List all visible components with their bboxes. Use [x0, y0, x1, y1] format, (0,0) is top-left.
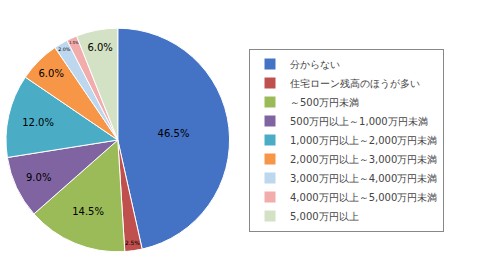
svg-text:2.5%: 2.5%	[125, 240, 140, 246]
svg-text:～500万円未満: ～500万円未満	[290, 97, 359, 108]
svg-text:6.0%: 6.0%	[39, 68, 64, 79]
svg-text:6.0%: 6.0%	[87, 42, 112, 53]
svg-text:12.0%: 12.0%	[22, 117, 54, 128]
svg-text:2,000万円以上～3,000万円未満: 2,000万円以上～3,000万円未満	[290, 154, 437, 165]
svg-text:住宅ローン残高のほうが多い: 住宅ローン残高のほうが多い	[290, 78, 420, 89]
svg-text:2.0%: 2.0%	[58, 47, 71, 52]
svg-text:46.5%: 46.5%	[158, 128, 190, 139]
svg-text:分からない: 分からない	[290, 59, 340, 70]
svg-text:4,000万円以上～5,000万円未満: 4,000万円以上～5,000万円未満	[290, 192, 437, 203]
svg-text:1.5%: 1.5%	[69, 41, 79, 45]
svg-text:3,000万円以上～4,000万円未満: 3,000万円以上～4,000万円未満	[290, 173, 437, 184]
svg-text:500万円以上～1,000万円未満: 500万円以上～1,000万円未満	[290, 116, 428, 127]
svg-text:5,000万円以上: 5,000万円以上	[290, 211, 359, 222]
svg-text:1,000万円以上～2,000万円未満: 1,000万円以上～2,000万円未満	[290, 135, 437, 146]
svg-text:9.0%: 9.0%	[26, 172, 51, 183]
svg-text:14.5%: 14.5%	[72, 206, 104, 217]
